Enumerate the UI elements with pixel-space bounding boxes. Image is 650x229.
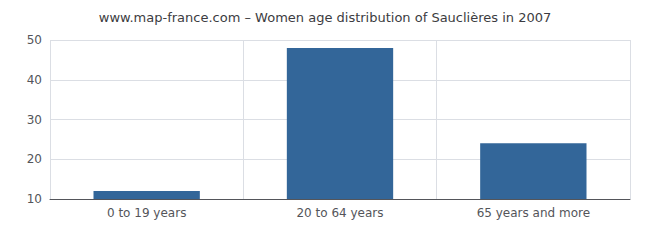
svg-text:10: 10	[27, 192, 42, 206]
svg-text:20 to 64 years: 20 to 64 years	[296, 206, 383, 220]
svg-text:0 to 19 years: 0 to 19 years	[107, 206, 186, 220]
svg-text:50: 50	[27, 33, 42, 47]
svg-text:40: 40	[27, 73, 42, 87]
svg-text:20: 20	[27, 152, 42, 166]
svg-text:30: 30	[27, 113, 42, 127]
svg-text:65 years and more: 65 years and more	[477, 206, 590, 220]
svg-text:www.map-france.com – Women age: www.map-france.com – Women age distribut…	[99, 10, 552, 25]
